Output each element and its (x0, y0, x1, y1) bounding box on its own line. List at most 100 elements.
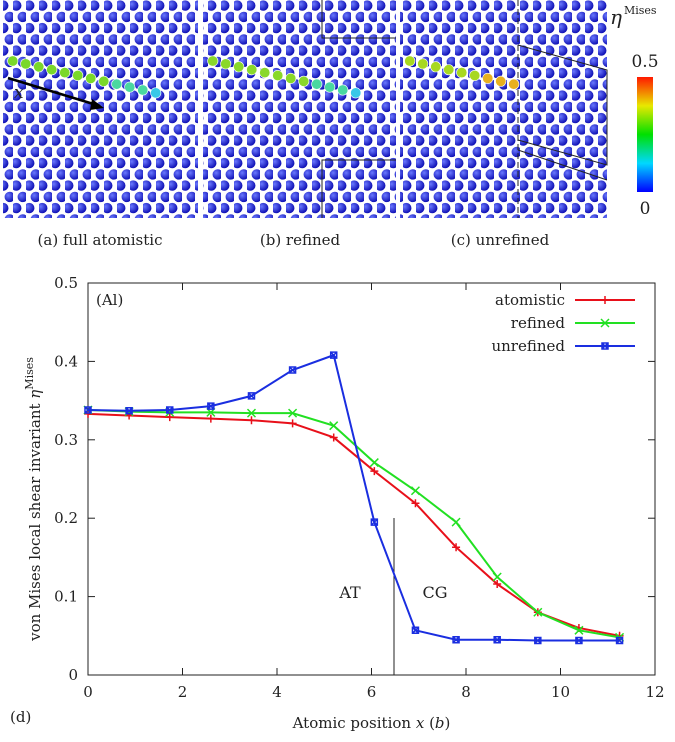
marker (288, 366, 297, 374)
legend-marker (600, 318, 610, 328)
marker (206, 414, 215, 423)
y-axis-label: von Mises local shear invariant ηMises (23, 357, 44, 642)
marker (492, 572, 502, 582)
atom (285, 72, 297, 84)
atom (456, 67, 468, 79)
legend-label: refined (511, 314, 566, 332)
atom (298, 75, 310, 87)
colorbar-sup: Mises (624, 4, 657, 17)
atom (311, 78, 323, 90)
atom (137, 84, 149, 96)
marker (247, 392, 256, 400)
marker (411, 499, 420, 508)
cg-element (517, 149, 608, 181)
marker (165, 413, 174, 422)
marker (125, 411, 134, 420)
legend-marker (601, 296, 609, 304)
marker (125, 407, 133, 415)
atom (272, 70, 284, 82)
plot-frame (87, 282, 656, 676)
atom (508, 78, 520, 90)
annotation: AT (338, 583, 361, 602)
cg-element (517, 44, 608, 166)
material-label: (Al) (96, 291, 123, 309)
atom (430, 61, 442, 73)
colorbar (637, 77, 653, 192)
panel-a (3, 0, 198, 218)
marker (288, 419, 297, 428)
atom (7, 55, 19, 67)
panel-c (400, 0, 607, 218)
marker (84, 409, 92, 418)
marker (615, 636, 624, 645)
marker (533, 607, 543, 617)
y-label-part: von Mises local shear invariant (26, 399, 44, 642)
x-tick-label: 2 (178, 683, 188, 701)
caption: (c) unrefined (451, 231, 550, 249)
atom (111, 78, 123, 90)
caption: (a) full atomistic (38, 231, 163, 249)
x-tick-label: 4 (272, 683, 282, 701)
atom (59, 67, 71, 79)
atom (350, 87, 362, 99)
marker (207, 402, 215, 410)
marker (534, 636, 542, 645)
atom (124, 81, 136, 93)
atom (482, 72, 494, 84)
x-tick-label: 10 (551, 683, 570, 701)
atom (220, 58, 232, 70)
marker (411, 626, 420, 635)
marker (575, 636, 583, 645)
series-line (87, 412, 620, 637)
atom (85, 72, 97, 84)
y-label-part: η (26, 390, 44, 399)
direction-arrow (7, 76, 101, 108)
marker (288, 408, 298, 418)
marker (246, 408, 257, 418)
x-axis-label: Atomic position x (b) (292, 714, 451, 732)
colorbar-symbol: η (610, 5, 622, 29)
marker (452, 635, 460, 644)
y-tick-label: 0 (68, 666, 78, 684)
series-line (87, 353, 620, 642)
marker (369, 458, 379, 468)
atom (98, 75, 110, 87)
atom (246, 64, 258, 76)
marker (452, 543, 461, 552)
atom (233, 61, 245, 73)
atom (46, 64, 58, 76)
x-tick-label: 0 (83, 683, 93, 701)
y-tick-label: 0.4 (54, 352, 78, 370)
atom (20, 58, 32, 70)
marker (370, 518, 379, 526)
marker (493, 580, 502, 589)
x-tick-label: 8 (461, 683, 471, 701)
marker (329, 433, 338, 442)
marker (574, 625, 584, 635)
panel-label: (d) (10, 708, 31, 726)
atom (72, 70, 84, 82)
atom (417, 58, 429, 70)
marker (370, 467, 379, 476)
y-tick-label: 0.2 (54, 509, 78, 527)
interface-line (321, 159, 396, 218)
legend-label: atomistic (495, 291, 565, 309)
x-label-part: Atomic position (292, 714, 416, 732)
y-tick-label: 0.5 (54, 274, 78, 292)
marker (615, 631, 624, 640)
y-label-part: Mises (23, 357, 36, 390)
marker (84, 406, 92, 414)
atom (337, 84, 349, 96)
direction-label: x (14, 83, 24, 103)
interface-line (321, 0, 396, 39)
y-tick-label: 0.1 (54, 588, 78, 606)
legend-marker (601, 342, 609, 350)
legend-label: unrefined (491, 337, 565, 355)
arrow-head (90, 99, 104, 110)
series-line (87, 409, 620, 639)
marker (329, 351, 338, 359)
atom (495, 75, 507, 87)
annotation: CG (422, 583, 447, 602)
marker (493, 635, 501, 644)
